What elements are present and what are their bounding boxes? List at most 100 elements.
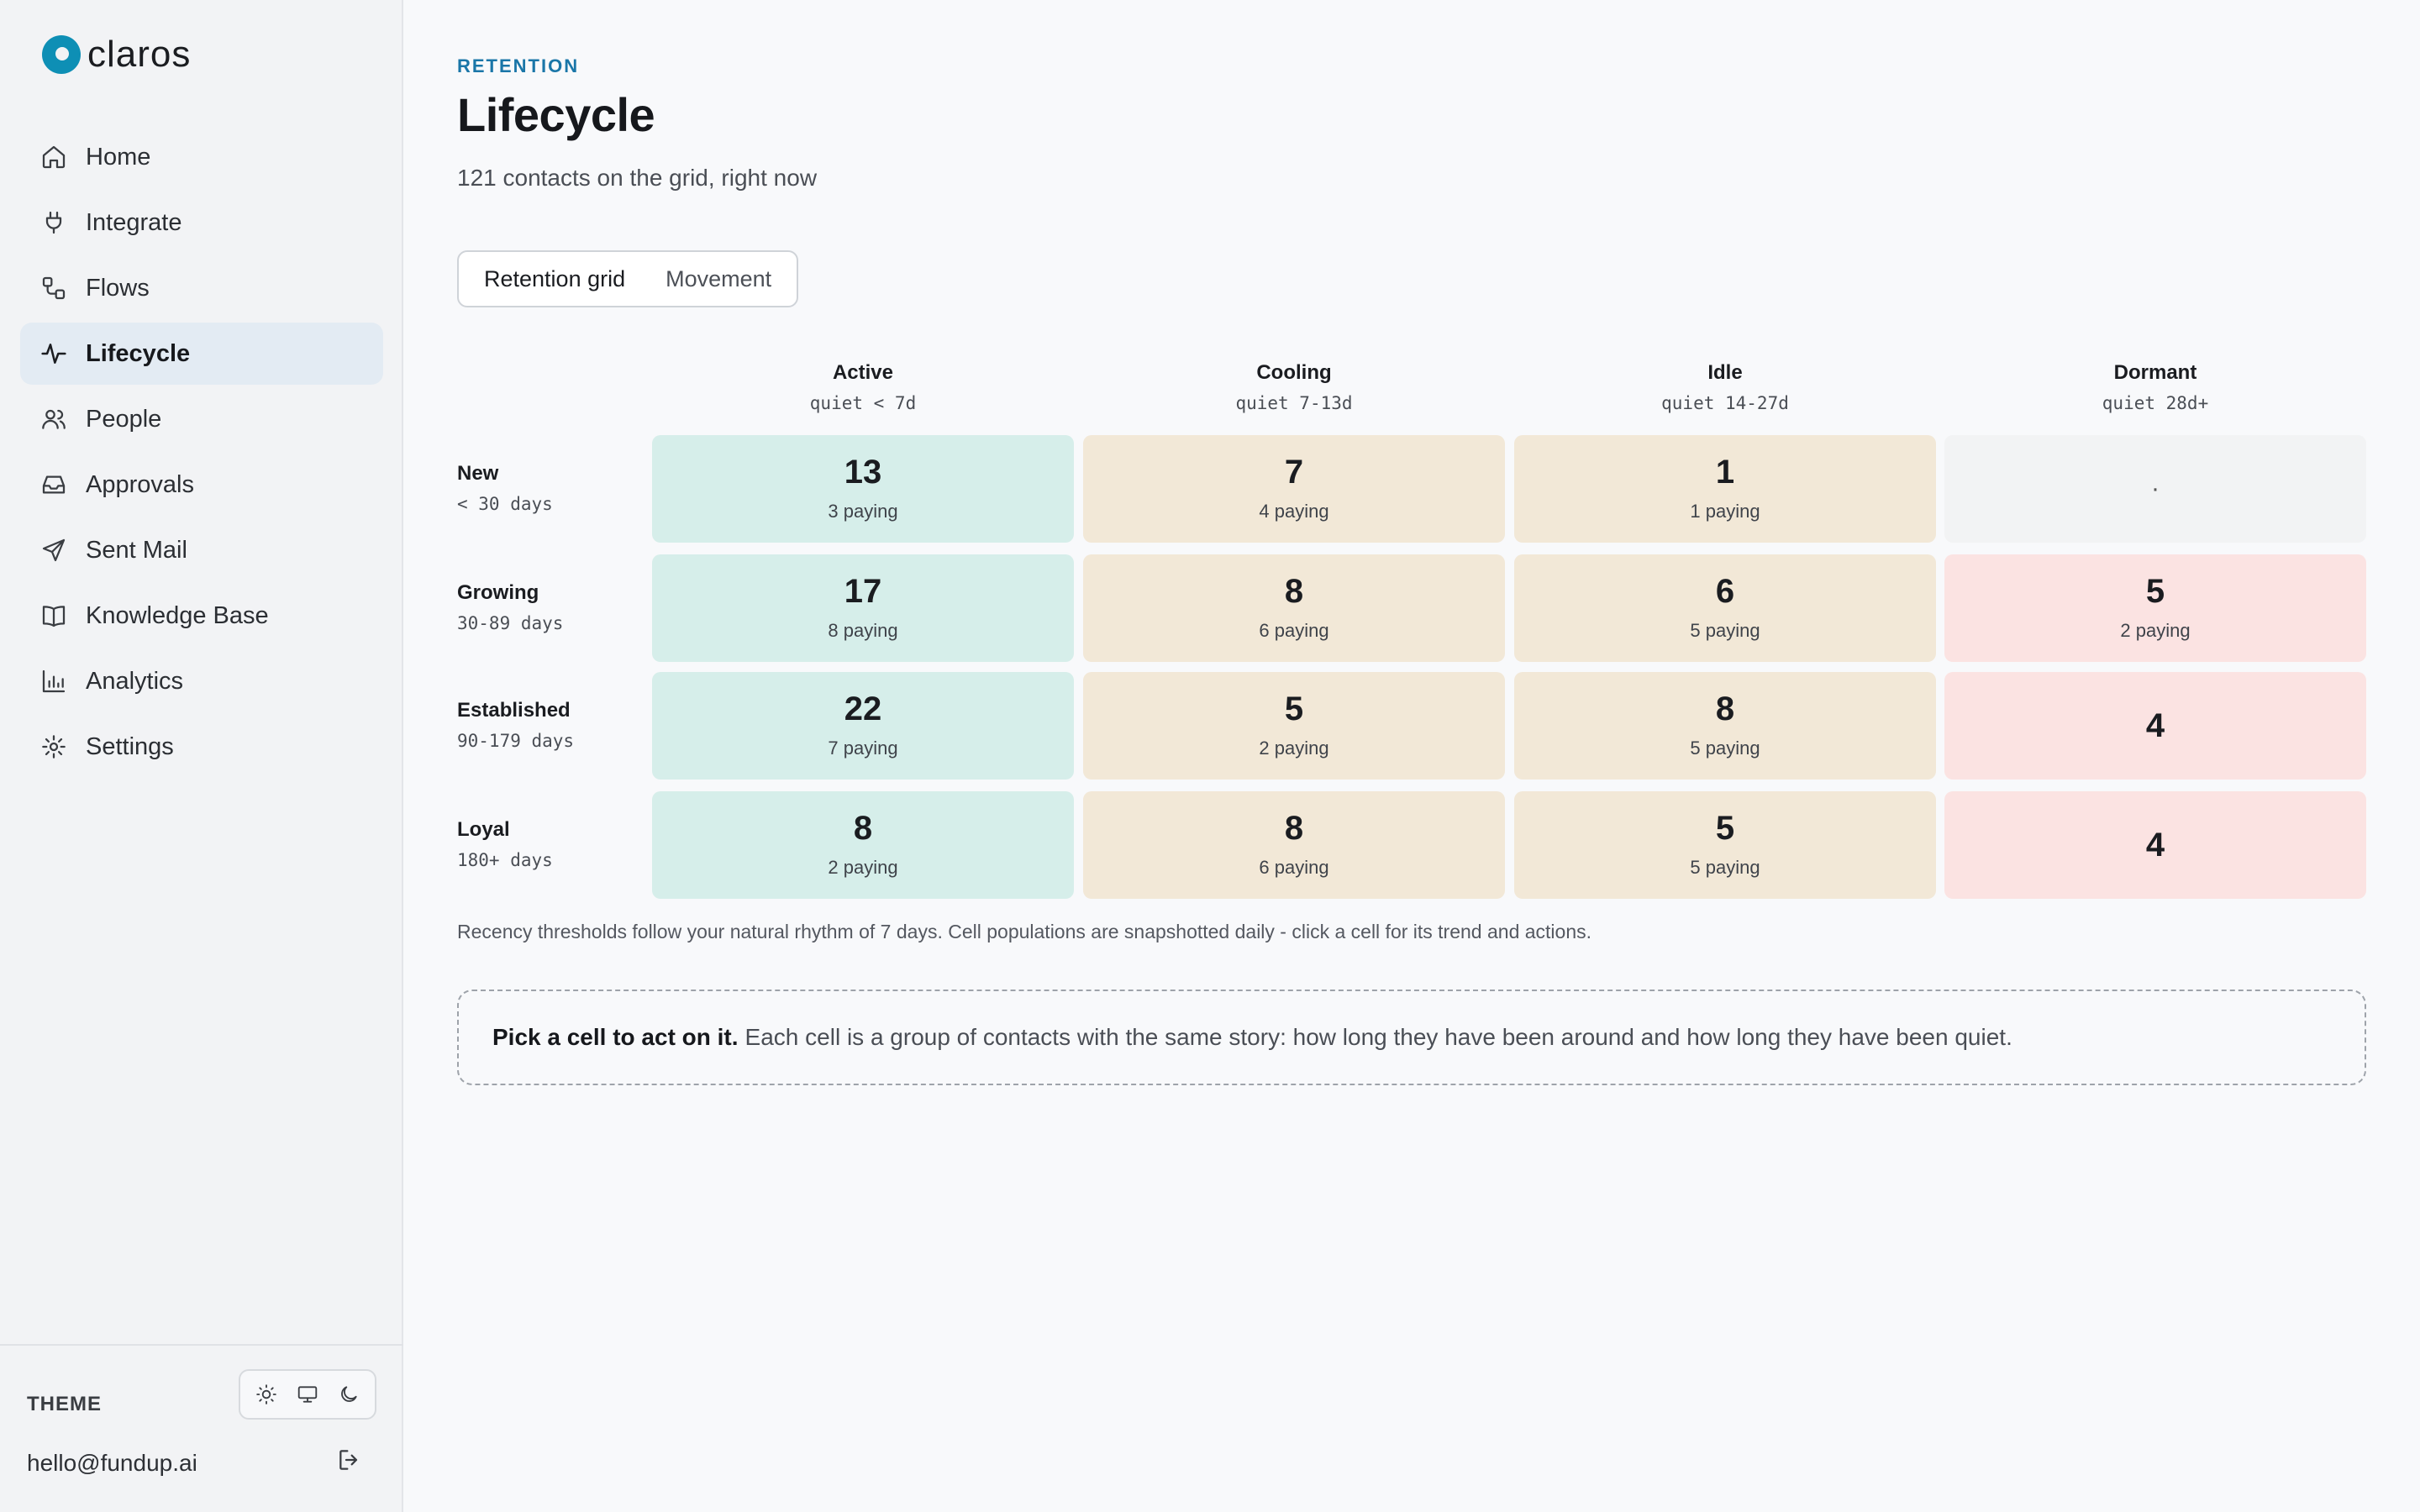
- sidebar-nav: Home Integrate Flows Lifecycle People Ap…: [20, 126, 383, 781]
- grid-row-loyal: Loyal 180+ days 8 2 paying 8 6 paying 5 …: [457, 791, 2366, 899]
- cell-count: 7: [1284, 454, 1304, 491]
- bar-chart-icon: [42, 669, 66, 693]
- theme-light-button[interactable]: [251, 1379, 281, 1410]
- cell-paying: 2 paying: [828, 857, 898, 878]
- row-label: Established 90-179 days: [457, 699, 574, 751]
- page-eyebrow: RETENTION: [457, 55, 580, 76]
- flows-icon: [42, 276, 66, 300]
- monitor-icon: [297, 1386, 318, 1403]
- home-icon: [42, 145, 66, 169]
- brand-logo[interactable]: claros: [42, 34, 191, 76]
- column-header-cooling: Cooling quiet 7-13d: [1083, 361, 1505, 413]
- column-threshold: quiet < 7d: [809, 393, 917, 413]
- cell-count: 8: [1715, 690, 1735, 727]
- grid-cell-established-idle[interactable]: 8 5 paying: [1514, 672, 1936, 780]
- cell-count: 1: [1715, 454, 1735, 491]
- tab-movement[interactable]: Movement: [666, 265, 772, 291]
- cell-paying: 2 paying: [2120, 620, 2191, 641]
- cell-count: 13: [844, 454, 882, 491]
- grid-cell-growing-dormant[interactable]: 5 2 paying: [1944, 554, 2366, 662]
- grid-cell-growing-active[interactable]: 17 8 paying: [652, 554, 1074, 662]
- row-name: New: [457, 462, 499, 485]
- grid-cell-established-cooling[interactable]: 5 2 paying: [1083, 672, 1505, 780]
- cell-count: 8: [853, 810, 873, 847]
- row-tenure: 90-179 days: [457, 731, 575, 751]
- grid-footnote: Recency thresholds follow your natural r…: [457, 921, 1592, 942]
- grid-cell-loyal-idle[interactable]: 5 5 paying: [1514, 791, 1936, 899]
- pick-cell-callout: Pick a cell to act on it. Each cell is a…: [457, 990, 2366, 1085]
- grid-cell-loyal-active[interactable]: 8 2 paying: [652, 791, 1074, 899]
- cell-count: 4: [2145, 827, 2165, 864]
- sidebar-item-integrate[interactable]: Integrate: [20, 192, 383, 254]
- sidebar-item-approvals[interactable]: Approvals: [20, 454, 383, 516]
- sidebar-item-label: Flows: [86, 274, 150, 302]
- sidebar-item-flows[interactable]: Flows: [20, 257, 383, 319]
- cell-count: 4: [2145, 707, 2165, 744]
- plug-icon: [45, 211, 62, 234]
- column-name: Dormant: [2113, 361, 2197, 384]
- sidebar-item-label: Sent Mail: [86, 536, 187, 564]
- cell-count: 8: [1284, 573, 1304, 610]
- view-tabs: Retention grid Movement: [457, 250, 799, 307]
- cell-count: 17: [844, 573, 882, 610]
- sidebar-item-label: Analytics: [86, 667, 184, 695]
- cell-paying: 6 paying: [1259, 857, 1329, 878]
- sidebar-item-sent-mail[interactable]: Sent Mail: [20, 519, 383, 581]
- row-name: Loyal: [457, 818, 510, 841]
- sidebar-item-analytics[interactable]: Analytics: [20, 650, 383, 712]
- column-name: Cooling: [1256, 361, 1332, 384]
- cell-paying: 5 paying: [1690, 738, 1760, 759]
- grid-cell-loyal-cooling[interactable]: 8 6 paying: [1083, 791, 1505, 899]
- cell-count: 5: [1715, 810, 1735, 847]
- cell-paying: 2 paying: [1259, 738, 1329, 759]
- row-name: Established: [457, 699, 571, 722]
- column-threshold: quiet 28d+: [2102, 393, 2209, 413]
- sidebar-item-label: Home: [86, 143, 151, 171]
- sidebar-footer: THEME hello@fundup.ai: [0, 1344, 403, 1512]
- sidebar-item-home[interactable]: Home: [20, 126, 383, 188]
- theme-system-button[interactable]: [292, 1379, 323, 1410]
- people-icon: [42, 409, 66, 429]
- sidebar-item-knowledge-base[interactable]: Knowledge Base: [20, 585, 383, 647]
- cell-count: ·: [2151, 475, 2160, 502]
- grid-cell-established-active[interactable]: 22 7 paying: [652, 672, 1074, 780]
- sidebar-item-lifecycle[interactable]: Lifecycle: [20, 323, 383, 385]
- grid-cell-new-dormant[interactable]: ·: [1944, 435, 2366, 543]
- pulse-icon: [41, 344, 66, 364]
- theme-label: THEME: [27, 1393, 102, 1415]
- column-name: Active: [832, 361, 894, 384]
- callout-heading: Pick a cell to act on it.: [492, 1024, 739, 1050]
- row-tenure: 30-89 days: [457, 613, 564, 633]
- theme-switcher: [239, 1369, 376, 1420]
- grid-cell-growing-idle[interactable]: 6 5 paying: [1514, 554, 1936, 662]
- logout-button[interactable]: [336, 1446, 370, 1480]
- sidebar-item-label: Approvals: [86, 470, 194, 498]
- grid-cell-growing-cooling[interactable]: 8 6 paying: [1083, 554, 1505, 662]
- column-threshold: quiet 14-27d: [1661, 393, 1789, 413]
- sidebar-item-label: Knowledge Base: [86, 601, 269, 629]
- grid-row-new: New < 30 days 13 3 paying 7 4 paying 1 1…: [457, 435, 2366, 543]
- cell-paying: 7 paying: [828, 738, 898, 759]
- cell-count: 8: [1284, 810, 1304, 847]
- moon-icon: [341, 1386, 357, 1402]
- grid-cell-new-idle[interactable]: 1 1 paying: [1514, 435, 1936, 543]
- cell-paying: 8 paying: [828, 620, 898, 641]
- column-threshold: quiet 7-13d: [1235, 393, 1353, 413]
- sidebar-item-label: Settings: [86, 732, 174, 760]
- brand-name: claros: [87, 34, 192, 75]
- tab-retention-grid[interactable]: Retention grid: [484, 265, 626, 291]
- grid-cell-loyal-dormant[interactable]: 4: [1944, 791, 2366, 899]
- sidebar-item-people[interactable]: People: [20, 388, 383, 450]
- cell-count: 5: [1284, 690, 1304, 727]
- row-name: Growing: [457, 581, 539, 604]
- row-label: New < 30 days: [457, 462, 553, 514]
- sidebar-item-settings[interactable]: Settings: [20, 716, 383, 778]
- logout-icon: [339, 1450, 358, 1470]
- sun-icon: [255, 1384, 276, 1404]
- grid-cell-established-dormant[interactable]: 4: [1944, 672, 2366, 780]
- grid-cell-new-active[interactable]: 13 3 paying: [652, 435, 1074, 543]
- row-label: Loyal 180+ days: [457, 818, 553, 870]
- grid-cell-new-cooling[interactable]: 7 4 paying: [1083, 435, 1505, 543]
- page-subtitle: 121 contacts on the grid, right now: [457, 165, 818, 191]
- theme-dark-button[interactable]: [334, 1379, 364, 1410]
